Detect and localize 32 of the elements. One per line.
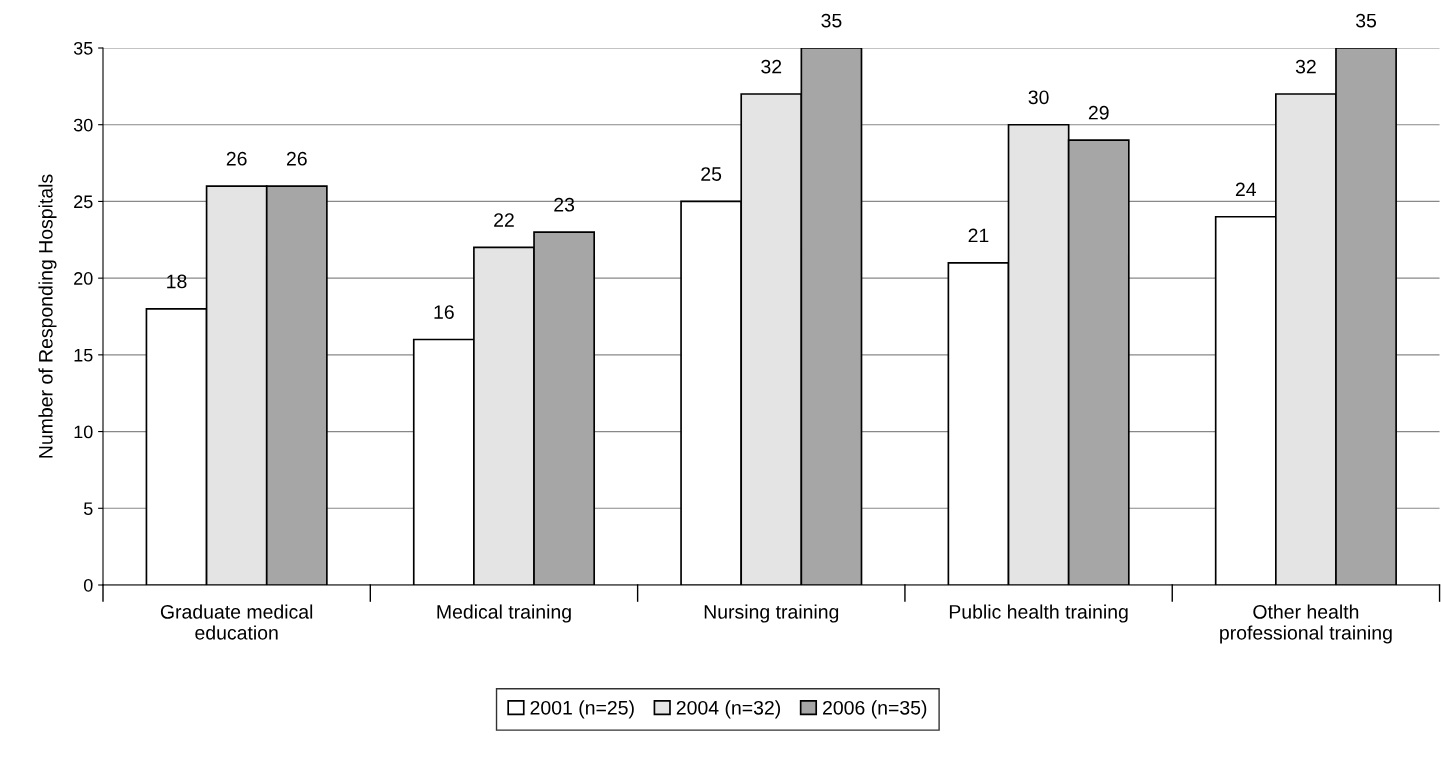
data-label: 16	[434, 305, 454, 319]
y-axis-title: Number of Responding Hospitals	[38, 174, 57, 458]
legend-label: 2001 (n=25)	[530, 700, 634, 719]
y-tick-label: 10	[74, 425, 93, 439]
data-label: 29	[1088, 105, 1109, 120]
data-label: 26	[286, 151, 307, 166]
y-tick-label: 30	[73, 118, 93, 132]
data-label: 32	[761, 59, 782, 74]
data-label: 26	[226, 151, 247, 166]
y-tick-label: 0	[83, 578, 93, 592]
data-label: 30	[1028, 90, 1049, 105]
y-tick-label: 35	[73, 41, 93, 55]
y-tick-label: 5	[83, 502, 93, 516]
x-tick-label: Public health training	[949, 604, 1128, 623]
x-tick-label: Medical training	[437, 604, 571, 623]
y-tick-label: 15	[74, 348, 93, 362]
data-label: 35	[821, 13, 842, 28]
legend-label: 2006 (n=35)	[823, 700, 927, 719]
data-label: 23	[554, 197, 575, 212]
x-tick-label: Other health professional training	[1220, 604, 1392, 644]
y-tick-label: 25	[74, 195, 93, 209]
data-label: 25	[701, 167, 722, 181]
data-label: 22	[494, 213, 514, 227]
data-label: 32	[1295, 59, 1316, 74]
data-label: 24	[1235, 182, 1256, 197]
data-label: 35	[1355, 13, 1377, 28]
x-tick-label: Nursing training	[704, 604, 839, 623]
legend-label: 2004 (n=32)	[676, 700, 781, 719]
y-tick-label: 20	[74, 272, 93, 285]
data-label: 18	[167, 274, 187, 289]
x-tick-label: Graduate medical education	[160, 604, 313, 640]
data-label: 21	[968, 228, 989, 243]
